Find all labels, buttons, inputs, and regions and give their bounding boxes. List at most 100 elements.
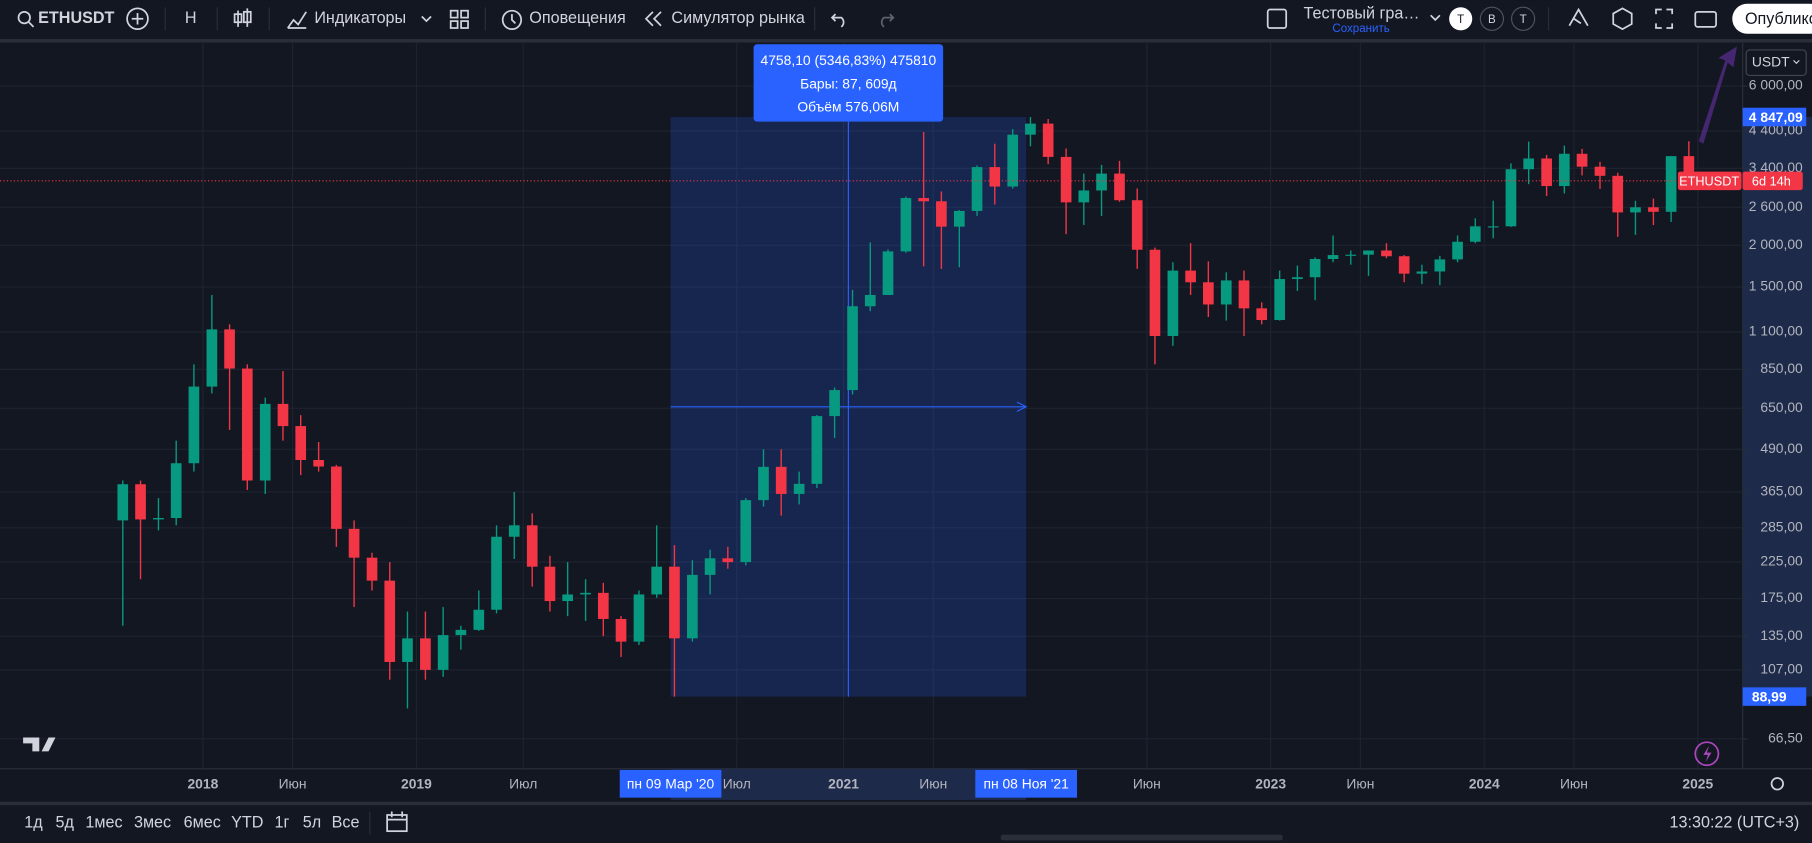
range-button[interactable]: 1мес <box>85 813 122 831</box>
candle-body <box>153 517 164 520</box>
x-tick-label: Июн <box>1560 776 1588 792</box>
candle-body <box>1381 250 1392 257</box>
candle-body <box>989 167 1001 187</box>
tools-button[interactable] <box>1568 7 1589 27</box>
indicators-label: Индикаторы <box>314 9 406 27</box>
scrollbar[interactable] <box>1000 834 1283 841</box>
measure-tooltip-line: 4758,10 (5346,83%) 475810 <box>761 52 937 68</box>
lightning-button[interactable] <box>1694 741 1720 767</box>
measure-date-tag <box>619 769 722 798</box>
screenshot-button[interactable] <box>1694 10 1717 28</box>
candle-body <box>687 574 698 639</box>
time-range-highlight <box>670 768 1027 800</box>
measure-date-tag <box>975 769 1078 798</box>
y-tick-label: 2 000,00 <box>1749 236 1803 252</box>
candle-body <box>740 500 752 563</box>
layout-name[interactable]: Тестовый гра… <box>1304 4 1420 22</box>
range-button[interactable]: 1д <box>24 813 43 831</box>
y-tick-label: 1 100,00 <box>1749 323 1803 339</box>
y-tick-label: 2 600,00 <box>1749 198 1803 214</box>
candle-body <box>455 629 467 636</box>
badge[interactable] <box>1510 6 1536 31</box>
currency-button[interactable] <box>1745 49 1807 76</box>
compare-button[interactable] <box>126 7 149 31</box>
candle-body <box>615 618 627 642</box>
x-tick-label: 2023 <box>1255 776 1286 792</box>
candle-body <box>313 460 324 467</box>
range-button[interactable]: 3мес <box>134 813 171 831</box>
candle-body <box>1683 156 1695 181</box>
candle-body <box>971 167 983 211</box>
candle-body <box>1167 270 1179 337</box>
x-tick-label: 2024 <box>1469 776 1500 792</box>
range-button[interactable]: 6мес <box>184 813 221 831</box>
alerts-label: Оповещения <box>529 9 625 27</box>
publish-button[interactable] <box>1732 3 1812 34</box>
countdown-tag <box>1742 171 1803 191</box>
currency-chevron <box>1793 59 1800 65</box>
candle-body <box>1131 200 1143 250</box>
fullscreen-button[interactable] <box>1655 8 1674 29</box>
symbol-search[interactable]: ETHUSDT <box>17 9 115 28</box>
candle-body <box>331 466 342 529</box>
candle-body <box>188 386 200 464</box>
redo-button[interactable] <box>880 13 895 28</box>
x-tick-label: Июн <box>279 776 307 792</box>
goto-date[interactable] <box>386 811 408 833</box>
replay-button[interactable]: Симулятор рынка <box>644 9 805 27</box>
y-tick-label: 225,00 <box>1760 553 1803 569</box>
publish-label: Опублико <box>1745 10 1812 28</box>
candle-body <box>1060 156 1072 203</box>
candle-body <box>1452 241 1463 260</box>
badge[interactable] <box>1479 6 1505 31</box>
candle-body <box>277 403 289 427</box>
candle-body <box>900 197 912 252</box>
range-button[interactable]: YTD <box>231 813 263 831</box>
y-tick-label: 107,00 <box>1760 661 1803 677</box>
layout-icon[interactable] <box>1266 8 1288 29</box>
interval[interactable]: H <box>185 9 197 27</box>
candle-body <box>1025 123 1036 135</box>
templates-button[interactable] <box>449 9 469 29</box>
candle-body <box>1042 123 1054 157</box>
candle-body <box>704 558 716 575</box>
indicators-button[interactable]: Индикаторы <box>287 9 432 29</box>
symbol-tag-label: ETHUSDT <box>1679 173 1739 188</box>
candle-body <box>1469 226 1481 242</box>
measure-date-label: пн 09 Мар '20 <box>627 776 715 792</box>
badge[interactable] <box>1449 7 1473 31</box>
range-button[interactable]: Все <box>332 813 360 831</box>
candle-body <box>224 329 235 369</box>
logo <box>23 737 56 752</box>
candle-body <box>775 466 787 494</box>
candle-body <box>758 466 769 501</box>
chart-type[interactable] <box>233 8 252 27</box>
candle-body <box>1114 173 1125 201</box>
candle-body <box>259 403 271 481</box>
save-link[interactable]: Сохранить <box>1332 23 1389 35</box>
candle-body <box>1416 271 1428 274</box>
x-tick-label: Июл <box>509 776 537 792</box>
alerts-button[interactable]: Оповещения <box>501 9 626 31</box>
price-range-highlight <box>1742 116 1812 697</box>
layout-menu[interactable] <box>1430 14 1441 22</box>
candle-body <box>953 210 965 227</box>
range-button[interactable]: 1г <box>275 813 290 831</box>
lightning-icon <box>1703 745 1712 762</box>
candle-body <box>1398 256 1410 274</box>
candle-body <box>633 594 645 642</box>
candle-body <box>1202 282 1214 305</box>
symbol-tag <box>1677 171 1742 191</box>
axis-settings[interactable] <box>1770 777 1784 791</box>
candle-body <box>491 536 502 610</box>
settings-button[interactable] <box>1612 7 1633 31</box>
x-tick-label: 2021 <box>828 776 859 792</box>
candle-body <box>1096 173 1107 191</box>
range-button[interactable]: 5д <box>56 813 75 831</box>
candle-body <box>384 580 396 662</box>
range-button[interactable]: 5л <box>303 813 321 831</box>
undo-button[interactable] <box>830 13 845 28</box>
candle-body <box>1292 277 1303 280</box>
